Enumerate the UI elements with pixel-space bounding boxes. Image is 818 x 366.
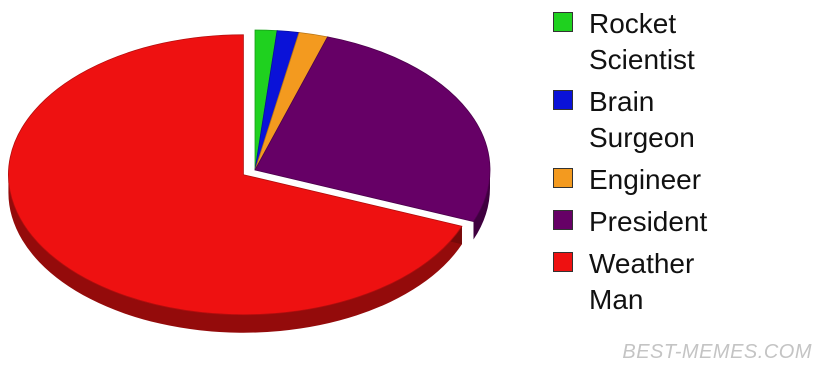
legend-item-president: President — [553, 204, 793, 240]
pie-slice-weather-man — [8, 34, 463, 316]
pie-chart — [8, 29, 491, 333]
legend-swatch-weather-man — [553, 252, 573, 272]
legend-item-brain-surgeon: Brain Surgeon — [553, 84, 793, 156]
legend-label-brain-surgeon: Brain Surgeon — [589, 86, 695, 153]
legend-swatch-brain-surgeon — [553, 90, 573, 110]
legend: Rocket Scientist Brain Surgeon Engineer … — [553, 6, 793, 324]
legend-swatch-rocket-scientist — [553, 12, 573, 32]
pie-slice-president — [254, 36, 491, 222]
watermark: BEST-MEMES.COM — [622, 341, 812, 363]
legend-label-engineer: Engineer — [589, 164, 702, 195]
legend-item-rocket-scientist: Rocket Scientist — [553, 6, 793, 78]
legend-item-engineer: Engineer — [553, 162, 793, 198]
legend-label-rocket-scientist: Rocket Scientist — [589, 8, 695, 75]
legend-label-president: President — [589, 206, 708, 237]
legend-item-weather-man: Weather Man — [553, 246, 793, 318]
legend-swatch-president — [553, 210, 573, 230]
legend-swatch-engineer — [553, 168, 573, 188]
pie-slice-side-president — [473, 170, 490, 240]
legend-label-weather-man: Weather Man — [589, 248, 695, 315]
